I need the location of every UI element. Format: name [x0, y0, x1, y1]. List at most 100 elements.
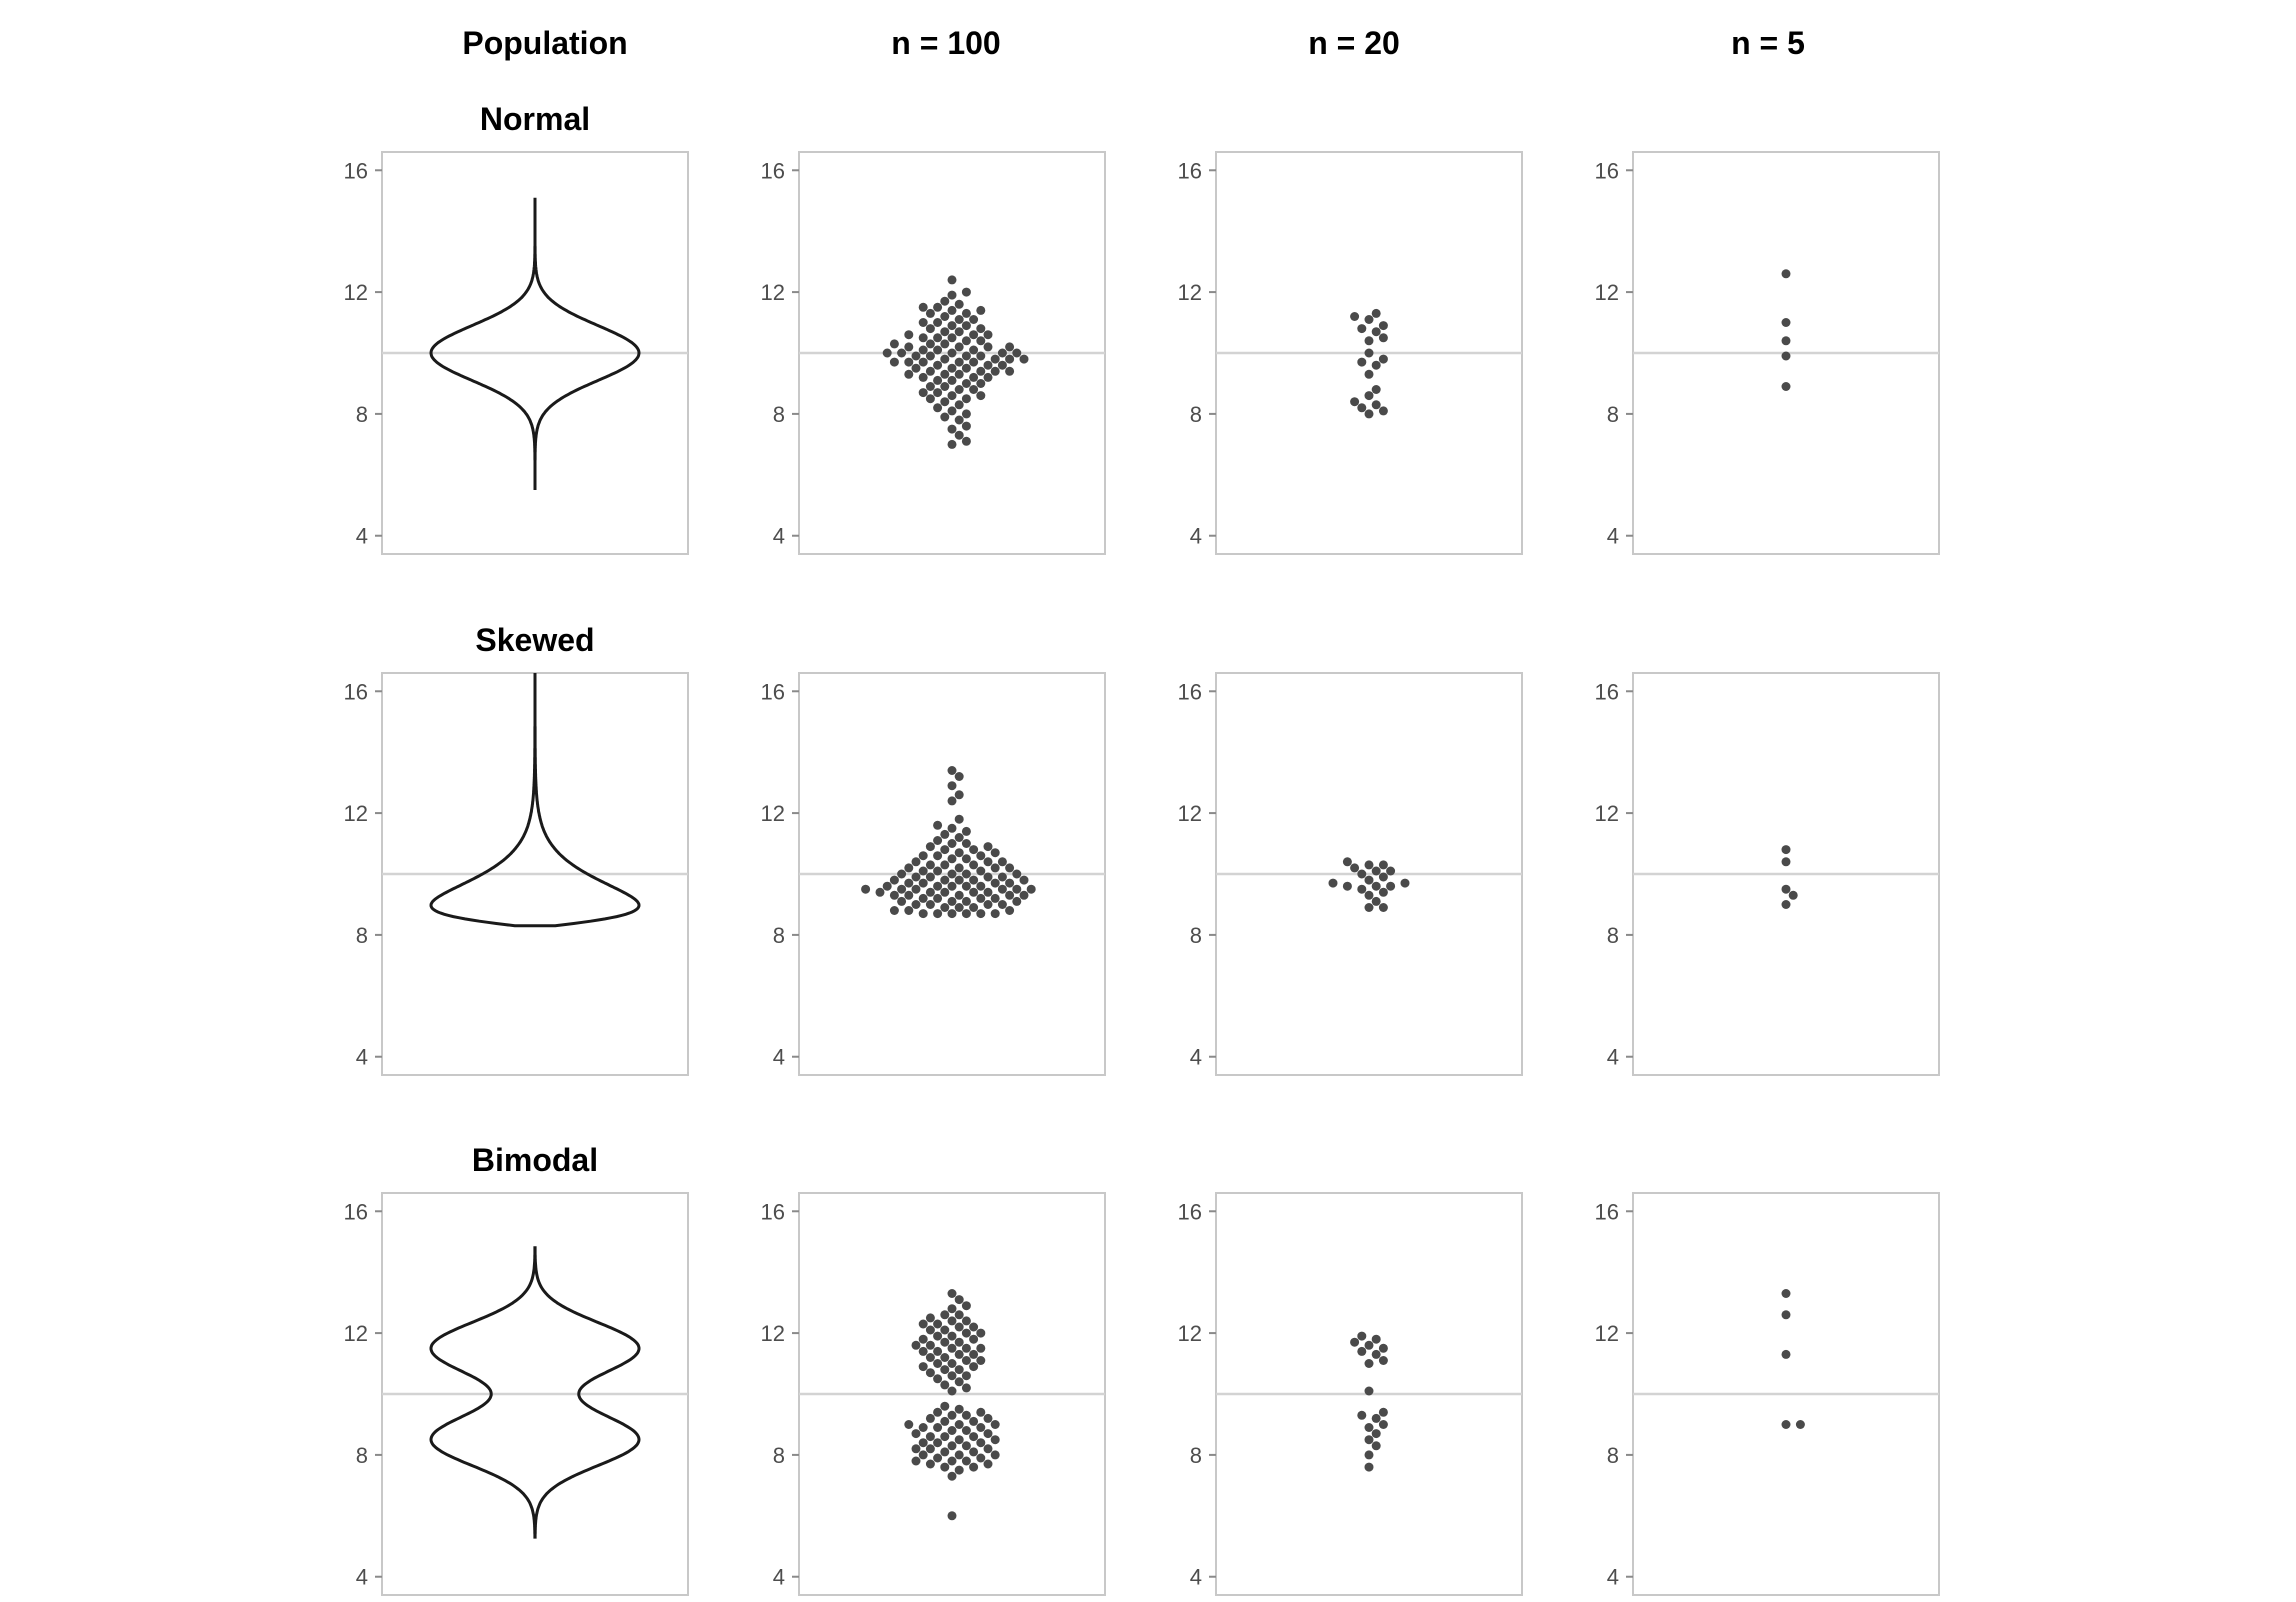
sample-point: [961, 826, 971, 836]
sample-point: [976, 1328, 986, 1338]
sample-point: [918, 1423, 928, 1432]
sample-point: [918, 1319, 928, 1329]
sample-point: [947, 424, 957, 434]
sample-point: [1378, 333, 1388, 343]
y-tick-label: 16: [761, 158, 785, 183]
sample-point: [976, 366, 986, 376]
sample-point: [933, 1438, 943, 1448]
sample-point: [1371, 1413, 1381, 1423]
sample-point: [954, 890, 964, 900]
sample-point: [1012, 348, 1022, 358]
sample-point: [947, 321, 957, 331]
sample-point: [1781, 382, 1791, 391]
sample-point: [940, 369, 950, 379]
sample-point: [969, 1432, 979, 1442]
y-tick-label: 4: [773, 1045, 785, 1070]
sample-point: [940, 397, 950, 407]
sample-point: [947, 766, 957, 775]
sample-point: [969, 903, 979, 912]
sample-point: [925, 1459, 935, 1469]
sample-point: [933, 1359, 943, 1368]
sample-point: [940, 1337, 950, 1347]
sample-point: [954, 1435, 964, 1445]
sample-point: [947, 1441, 957, 1451]
sample-point: [961, 308, 971, 318]
sample-point: [954, 1420, 964, 1429]
sample-point: [940, 1310, 950, 1320]
sample-point: [925, 382, 935, 391]
sample-point: [983, 330, 993, 340]
sample-point: [1364, 1450, 1374, 1460]
sample-point: [1371, 1441, 1381, 1451]
sample-point: [925, 351, 935, 361]
sample-point: [1364, 391, 1374, 401]
column-title-n-20: n = 20: [1308, 25, 1400, 61]
sample-point: [976, 893, 986, 903]
sample-point: [961, 436, 971, 446]
titles-layer: Population n = 100 n = 20 n = 5 Normal Skewed…: [462, 25, 1805, 1178]
sample-point: [911, 872, 921, 882]
y-tick-label: 12: [761, 1321, 785, 1346]
sample-point: [983, 887, 993, 897]
sample-point: [940, 1447, 950, 1457]
sample-point: [961, 881, 971, 891]
sample-point: [1005, 878, 1015, 888]
sample-point: [969, 1334, 979, 1344]
sample-point: [947, 1304, 957, 1314]
sample-point: [1781, 336, 1791, 346]
sample-point: [940, 887, 950, 897]
sample-point: [976, 1423, 986, 1432]
sample-point: [940, 296, 950, 306]
column-title-population: Population: [462, 25, 627, 61]
sample-point: [925, 339, 935, 349]
sample-point: [940, 845, 950, 855]
sample-point: [940, 903, 950, 912]
sample-point: [1795, 1420, 1805, 1429]
sample-point: [954, 1404, 964, 1414]
sample-point: [1357, 403, 1367, 413]
sample-point: [925, 324, 935, 334]
row-title-skewed: Skewed: [475, 622, 594, 658]
sample-point: [933, 851, 943, 861]
sample-point: [882, 348, 892, 358]
sample-point: [954, 369, 964, 379]
sample-point: [990, 1450, 1000, 1460]
y-tick-label: 8: [1190, 1443, 1202, 1468]
sample-point: [976, 909, 986, 919]
sample-point: [1371, 1349, 1381, 1359]
sample-point: [954, 342, 964, 352]
sample-point: [897, 348, 907, 358]
sample-point: [1364, 336, 1374, 346]
sample-point: [1012, 884, 1022, 894]
sample-point: [961, 1371, 971, 1381]
sample-point: [925, 900, 935, 909]
sample-point: [1364, 409, 1374, 419]
sample-point: [997, 900, 1007, 909]
sample-point: [918, 345, 928, 355]
sample-point: [1005, 354, 1015, 364]
sample-point: [947, 1289, 957, 1298]
sample-point: [969, 330, 979, 340]
sample-point: [954, 400, 964, 410]
y-tick-label: 4: [1190, 524, 1202, 549]
sample-point: [911, 1340, 921, 1350]
sample-point: [1364, 1423, 1374, 1432]
panel-bimodal-n-100: 4 8 12 16: [761, 1192, 1106, 1596]
sample-point: [1371, 1334, 1381, 1344]
sample-point: [990, 366, 1000, 376]
sample-point: [969, 1362, 979, 1372]
sample-point: [940, 412, 950, 422]
sample-point: [954, 1295, 964, 1305]
sample-point: [940, 1416, 950, 1426]
y-tick-label: 16: [1178, 679, 1202, 704]
sample-point: [976, 851, 986, 861]
sample-point: [983, 857, 993, 867]
sample-point: [933, 345, 943, 355]
sample-point: [954, 863, 964, 873]
sample-point: [918, 357, 928, 367]
sample-point: [997, 857, 1007, 867]
sample-point: [918, 1334, 928, 1344]
sample-point: [990, 863, 1000, 873]
sample-point: [940, 1353, 950, 1362]
y-tick-label: 4: [1607, 1045, 1619, 1070]
